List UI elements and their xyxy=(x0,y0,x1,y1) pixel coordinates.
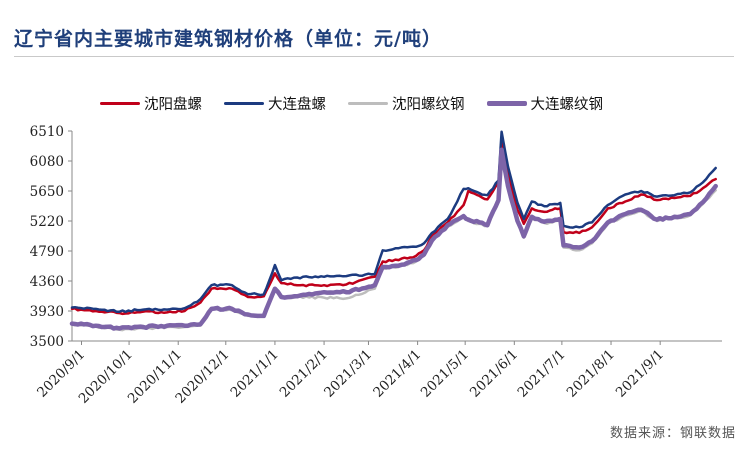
data-source-note: 数据来源：钢联数据 xyxy=(609,426,736,441)
x-tick-label: 2021/4/1 xyxy=(370,347,424,401)
x-tick-label: 2021/2/1 xyxy=(277,347,331,401)
legend-swatch xyxy=(348,101,388,105)
legend-label: 大连盘螺 xyxy=(268,96,326,113)
x-tick-label: 2021/6/1 xyxy=(467,347,521,401)
x-tick-label: 2021/1/1 xyxy=(228,347,282,401)
chart-legend: 沈阳盘螺 大连盘螺 沈阳螺纹钢 大连螺纹钢 xyxy=(100,92,625,114)
series-line-1 xyxy=(70,137,717,316)
y-tick-label: 4790 xyxy=(30,244,64,260)
y-tick-label: 5220 xyxy=(30,214,64,230)
legend-item-dalian-coil: 大连盘螺 xyxy=(224,93,326,114)
y-tick-label: 6080 xyxy=(30,154,64,170)
x-tick-label: 2021/7/1 xyxy=(515,347,569,401)
legend-label: 沈阳螺纹钢 xyxy=(392,96,465,113)
legend-swatch xyxy=(100,101,140,105)
x-tick-label: 2021/9/1 xyxy=(613,347,667,401)
series-line-4 xyxy=(69,147,718,331)
legend-item-dalian-rebar: 大连螺纹钢 xyxy=(486,93,604,114)
x-tick-label: 2021/8/1 xyxy=(564,347,618,401)
y-tick-label: 3500 xyxy=(30,334,64,350)
legend-item-shenyang-coil: 沈阳盘螺 xyxy=(100,93,202,114)
y-tick-label: 4360 xyxy=(30,274,64,290)
y-tick-label: 5650 xyxy=(30,184,64,200)
legend-label: 沈阳盘螺 xyxy=(144,96,202,113)
chart-title: 辽宁省内主要城市建筑钢材价格（单位：元/吨） xyxy=(14,28,442,50)
x-tick-label: 2021/3/1 xyxy=(321,347,375,401)
title-divider xyxy=(14,56,734,57)
legend-swatch xyxy=(224,101,264,105)
y-tick-label: 6510 xyxy=(30,124,64,140)
y-tick-label: 3930 xyxy=(30,304,64,320)
legend-swatch xyxy=(486,100,527,106)
x-tick-label: 2021/5/1 xyxy=(418,347,472,401)
legend-label: 大连螺纹钢 xyxy=(530,96,604,113)
legend-item-shenyang-rebar: 沈阳螺纹钢 xyxy=(348,93,465,114)
series-line-2 xyxy=(70,130,717,314)
series-line-3 xyxy=(70,151,717,332)
